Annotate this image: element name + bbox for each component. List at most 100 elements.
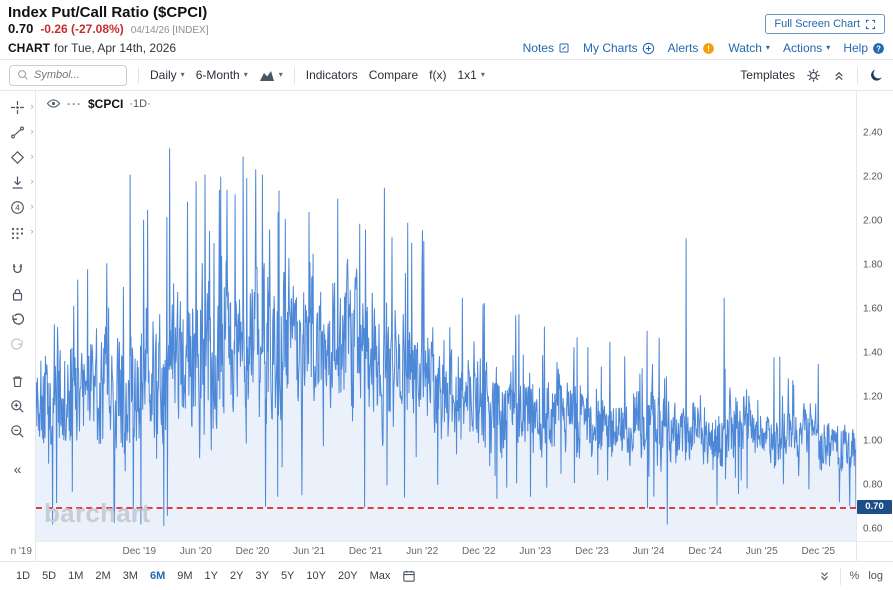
submenu-caret-icon: ›: [30, 201, 34, 211]
frequency-dropdown[interactable]: Daily ▾: [150, 68, 185, 82]
delete-trash-icon[interactable]: [5, 372, 31, 391]
legend-interval: ·1D·: [129, 97, 151, 110]
submenu-caret-icon: ›: [30, 151, 34, 161]
range-button-2Y[interactable]: 2Y: [230, 570, 244, 582]
undo-icon[interactable]: [5, 310, 31, 329]
notes-label: Notes: [522, 41, 554, 55]
expressions-button[interactable]: f(x): [429, 68, 446, 82]
last-price: 0.70: [8, 21, 34, 36]
redo-icon[interactable]: [5, 335, 31, 354]
y-axis-ticks: 0.70 0.60 0.80 1.00 1.20 1.40 1.60 1.80 2.00 2.2…: [857, 91, 893, 541]
symbol-search[interactable]: [9, 64, 127, 86]
y-tick-label: 2.00: [863, 215, 883, 227]
range-button-9M[interactable]: 9M: [177, 570, 193, 582]
watch-menu[interactable]: Watch ▾: [728, 41, 770, 55]
range-button-5D[interactable]: 5D: [42, 570, 57, 582]
cursor-crosshair-tool[interactable]: ›: [5, 98, 34, 117]
chevron-down-icon: ▾: [278, 70, 283, 79]
y-tick-label: 0.80: [863, 479, 883, 491]
indicators-button[interactable]: Indicators: [306, 68, 358, 82]
my-charts-link[interactable]: My Charts: [583, 41, 655, 55]
patterns-tool[interactable]: ›: [5, 223, 34, 242]
range-button-3M[interactable]: 3M: [122, 570, 138, 582]
range-button-1D[interactable]: 1D: [16, 570, 31, 582]
calendar-icon[interactable]: [402, 569, 416, 583]
range-button-1Y[interactable]: 1Y: [204, 570, 218, 582]
grid-layout-dropdown[interactable]: 1x1 ▾: [457, 68, 484, 82]
range-buttons: 1D 5D 1M 2M 3M 6M 9M 1Y 2Y 3Y 5Y 10Y 20Y Max: [10, 568, 396, 584]
compare-label: Compare: [368, 68, 419, 82]
eye-visibility-icon[interactable]: [46, 96, 61, 111]
reference-line[interactable]: [36, 506, 856, 509]
compare-button[interactable]: Compare: [369, 68, 418, 82]
x-tick-label: Dec '20: [235, 546, 270, 557]
range-button-5Y[interactable]: 5Y: [280, 570, 295, 582]
x-tick-label: Jun '25: [745, 546, 778, 557]
alerts-link[interactable]: Alerts !: [668, 41, 716, 55]
x-tick-label: Dec '25: [801, 546, 836, 557]
more-options-icon[interactable]: ···: [67, 96, 82, 111]
help-link[interactable]: Help ?: [843, 41, 885, 55]
chart-type-dropdown[interactable]: ▾: [259, 69, 283, 82]
y-tick-label: 1.20: [863, 391, 883, 403]
header-row-quote: 0.70 -0.26 (-27.08%) 04/14/26 [INDEX] Fu…: [0, 14, 893, 37]
actions-menu[interactable]: Actions ▾: [783, 41, 830, 55]
settings-gear-icon[interactable]: [806, 68, 821, 83]
range-button-Max[interactable]: Max: [369, 570, 391, 582]
fx-label: f(x): [429, 68, 447, 82]
chart-word: CHART: [8, 41, 50, 55]
trend-line-tool[interactable]: ›: [5, 123, 34, 142]
collapse-sidebar-icon[interactable]: «: [13, 460, 22, 477]
annotation-arrow-tool[interactable]: ›: [5, 173, 34, 192]
session-info: 04/14/26 [INDEX]: [130, 25, 209, 36]
frequency-label: Daily: [150, 68, 177, 82]
alerts-label: Alerts: [667, 41, 699, 55]
full-screen-chart-button[interactable]: Full Screen Chart: [765, 14, 885, 34]
dark-mode-moon-icon[interactable]: [869, 68, 884, 83]
submenu-caret-icon: ›: [30, 126, 34, 136]
elliott-wave-tool[interactable]: 4 ›: [5, 198, 34, 217]
collapse-toolbar-icon[interactable]: [832, 68, 846, 82]
log-scale-toggle[interactable]: log: [868, 570, 883, 582]
range-button-3Y[interactable]: 3Y: [255, 570, 269, 582]
zoom-out-icon[interactable]: [5, 422, 31, 441]
percent-scale-toggle[interactable]: %: [849, 570, 860, 582]
svg-text:!: !: [708, 44, 711, 53]
zoom-in-icon[interactable]: [5, 397, 31, 416]
chart-toolbar: Daily ▾ 6-Month ▾ ▾ Indicators Compare f…: [0, 60, 893, 91]
symbol-input[interactable]: [34, 69, 122, 81]
magnet-tool[interactable]: [5, 260, 31, 279]
notes-link[interactable]: Notes: [523, 41, 570, 55]
range-button-10Y[interactable]: 10Y: [306, 570, 326, 582]
notes-icon: [558, 42, 570, 54]
double-chevron-down-icon[interactable]: [818, 570, 831, 583]
last-price-tag: 0.70: [857, 499, 892, 514]
price-chart[interactable]: ··· $CPCI ·1D· barchart: [36, 91, 856, 541]
range-button-2M[interactable]: 2M: [95, 570, 111, 582]
chart-column: ··· $CPCI ·1D· barchart n '19 Dec '19 Jun …: [11, 91, 856, 561]
y-tick-label: 1.00: [863, 435, 883, 447]
submenu-caret-icon: ›: [30, 101, 34, 111]
series-line: [36, 148, 856, 526]
toolbar-right: Templates: [740, 66, 884, 84]
shapes-tool[interactable]: ›: [5, 148, 34, 167]
range-button-1M[interactable]: 1M: [68, 570, 84, 582]
x-axis[interactable]: n '19 Dec '19 Jun '20 Dec '20 Jun '21 Dec '21…: [11, 541, 856, 561]
page-title: Index Put/Call Ratio ($CPCI): [8, 3, 208, 21]
chevron-down-icon: ▾: [480, 70, 485, 79]
x-tick-label: Dec '23: [575, 546, 609, 557]
lock-tool[interactable]: [5, 285, 31, 304]
range-button-20Y[interactable]: 20Y: [337, 570, 358, 582]
main-area: › › › › 4 › ›: [0, 91, 893, 561]
y-axis[interactable]: 0.70 0.60 0.80 1.00 1.20 1.40 1.60 1.80 2.00 2.2…: [856, 91, 893, 561]
x-tick-label: Dec '24: [688, 546, 722, 557]
period-dropdown[interactable]: 6-Month ▾: [196, 68, 248, 82]
range-button-6M[interactable]: 6M: [149, 570, 166, 582]
x-tick-label: Dec '19: [122, 546, 157, 557]
templates-button[interactable]: Templates: [740, 68, 795, 82]
series-fill: [36, 148, 856, 541]
y-tick-label: 2.20: [863, 171, 883, 183]
header-links: Notes My Charts Alerts ! Watch ▾ Actions…: [523, 41, 885, 55]
toolbar-divider: [138, 66, 139, 84]
legend-symbol: $CPCI: [88, 96, 124, 111]
